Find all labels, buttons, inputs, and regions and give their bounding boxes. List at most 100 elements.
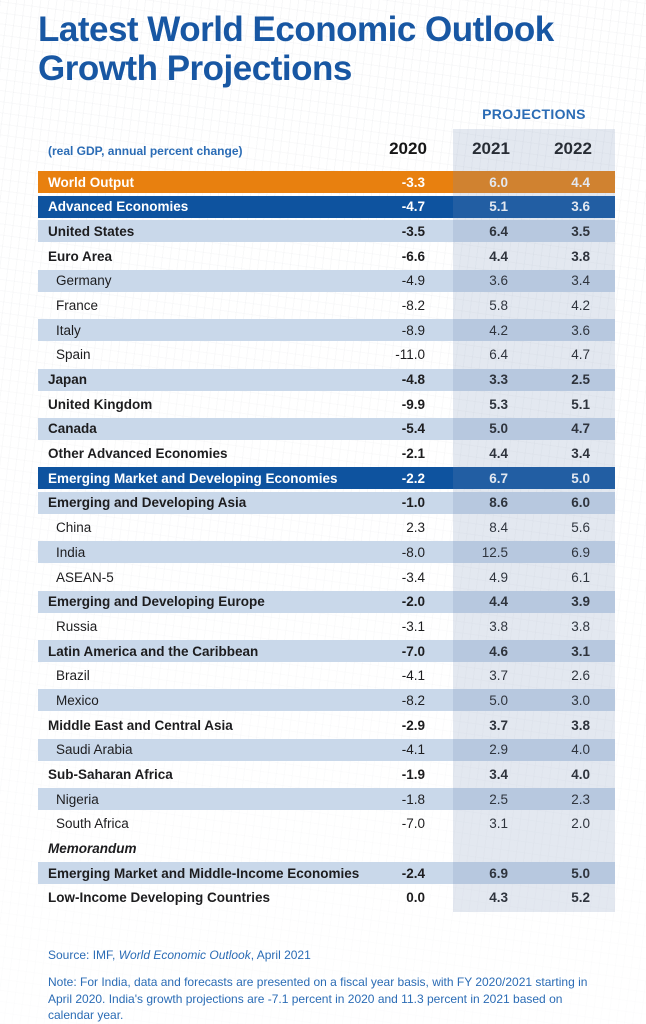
row-label: China <box>56 520 92 536</box>
row-value-2022: 6.1 <box>571 569 590 585</box>
row-label: United Kingdom <box>48 396 153 412</box>
row-value-2022: 5.6 <box>571 520 590 536</box>
row-label: Low-Income Developing Countries <box>48 890 271 906</box>
table-row: Mexico -8.2 5.0 3.0 <box>38 689 615 712</box>
row-value-2022: 3.0 <box>571 692 590 708</box>
row-label: Sub-Saharan Africa <box>48 767 173 782</box>
row-label: Nigeria <box>56 791 99 807</box>
row-value-2022: 3.8 <box>571 618 590 634</box>
row-value-2022: 6.9 <box>571 544 590 560</box>
table-row: United States -3.5 6.4 3.5 <box>38 220 615 243</box>
row-value-2022: 2.0 <box>571 816 590 832</box>
row-label: ASEAN-5 <box>56 569 114 585</box>
table-row: South Africa -7.0 3.1 2.0 <box>38 813 615 835</box>
row-value-2022: 3.6 <box>571 322 590 338</box>
table-row: Japan -4.8 3.3 2.5 <box>38 368 615 391</box>
row-label: Emerging and Developing Asia <box>48 495 247 511</box>
row-value-2020: -11.0 <box>395 347 425 363</box>
row-value-2022: 2.5 <box>571 372 590 387</box>
table-row: Saudi Arabia -4.1 2.9 4.0 <box>38 738 615 761</box>
unit-label: (real GDP, annual percent change) <box>48 144 243 158</box>
row-value-2022: 2.3 <box>571 791 590 807</box>
row-label: India <box>56 544 86 560</box>
page-title: Latest World Economic Outlook Growth Pro… <box>38 10 554 88</box>
row-value-2021: 4.4 <box>489 446 508 462</box>
row-label: France <box>56 297 99 313</box>
table-row: China 2.3 8.4 5.6 <box>38 517 615 539</box>
table-row: Brazil -4.1 3.7 2.6 <box>38 665 615 687</box>
row-value-2020: -3.4 <box>401 569 425 585</box>
row-value-2020: -8.2 <box>401 692 425 708</box>
row-value-2020: -8.0 <box>401 544 425 560</box>
row-label: Middle East and Central Asia <box>48 717 233 733</box>
table-row: Germany -4.9 3.6 3.4 <box>38 269 615 292</box>
row-label: Brazil <box>56 668 90 684</box>
row-value-2022: 4.4 <box>571 174 590 190</box>
row-value-2020: -3.1 <box>401 618 425 634</box>
row-value-2021: 6.0 <box>489 174 508 190</box>
table-row: United Kingdom -9.9 5.3 5.1 <box>38 393 615 415</box>
row-value-2022: 3.4 <box>571 446 590 462</box>
table-row: ASEAN-5 -3.4 4.9 6.1 <box>38 566 615 588</box>
row-value-2021: 3.6 <box>489 273 508 289</box>
row-label: Latin America and the Caribbean <box>48 643 259 659</box>
row-value-2022: 6.0 <box>571 495 590 511</box>
table-row: Spain -11.0 6.4 4.7 <box>38 344 615 366</box>
growth-table-body: World Output -3.3 6.0 4.4 Advanced Econo… <box>38 171 615 912</box>
source-suffix: , April 2021 <box>250 948 311 962</box>
row-value-2020: -8.2 <box>401 297 425 313</box>
row-value-2021: 4.6 <box>489 643 508 659</box>
row-value-2020: -5.4 <box>401 421 425 437</box>
row-value-2022: 3.9 <box>571 594 590 610</box>
row-value-2022: 4.7 <box>571 421 590 437</box>
row-value-2022: 5.2 <box>571 890 590 906</box>
footnote: Note: For India, data and forecasts are … <box>48 975 588 1022</box>
row-label: Canada <box>48 421 97 437</box>
row-value-2021: 4.9 <box>489 569 508 585</box>
row-value-2021: 5.0 <box>489 692 508 708</box>
row-value-2020: -1.8 <box>401 791 425 807</box>
table-row: Emerging and Developing Asia -1.0 8.6 6.… <box>38 491 615 514</box>
row-label: Japan <box>48 372 88 387</box>
row-value-2020: -4.8 <box>401 372 425 387</box>
row-value-2020: -2.0 <box>401 594 425 610</box>
table-row: Latin America and the Caribbean -7.0 4.6… <box>38 640 615 663</box>
column-header-2020: 2020 <box>389 139 427 158</box>
row-value-2022: 4.2 <box>571 297 590 313</box>
column-header-2021: 2021 <box>472 139 510 158</box>
row-label: Memorandum <box>48 841 137 857</box>
table-row: Other Advanced Economies -2.1 4.4 3.4 <box>38 443 615 465</box>
row-value-2020: -4.7 <box>401 199 425 215</box>
row-label: Advanced Economies <box>48 199 189 215</box>
row-value-2021: 4.2 <box>489 322 508 338</box>
row-label: Italy <box>56 322 81 338</box>
table-row: World Output -3.3 6.0 4.4 <box>38 171 615 193</box>
row-value-2021: 12.5 <box>481 544 508 560</box>
row-value-2020: -3.3 <box>401 174 425 190</box>
row-value-2020: 2.3 <box>406 520 425 536</box>
row-value-2020: -1.0 <box>401 495 425 511</box>
row-value-2021: 3.7 <box>489 668 508 684</box>
row-label: Emerging Market and Developing Economies <box>48 470 338 486</box>
table-row: Canada -5.4 5.0 4.7 <box>38 417 615 440</box>
row-value-2022: 3.8 <box>571 717 590 733</box>
table-row: Emerging Market and Middle-Income Econom… <box>38 862 615 885</box>
table-row: Russia -3.1 3.8 3.8 <box>38 615 615 637</box>
row-value-2020: -4.9 <box>401 273 425 289</box>
row-value-2021: 3.7 <box>489 717 508 733</box>
row-label: Emerging Market and Middle-Income Econom… <box>48 865 360 881</box>
row-value-2021: 8.6 <box>489 495 508 511</box>
row-label: Russia <box>56 618 98 634</box>
row-value-2020: -2.1 <box>401 446 425 462</box>
table-row: Nigeria -1.8 2.5 2.3 <box>38 788 615 811</box>
row-value-2022: 3.4 <box>571 273 590 289</box>
row-value-2020: -2.4 <box>401 865 425 881</box>
row-value-2021: 3.3 <box>489 372 508 387</box>
row-value-2021: 5.1 <box>489 199 508 215</box>
row-value-2020: 0.0 <box>406 890 425 906</box>
row-value-2021: 5.3 <box>489 396 508 412</box>
row-value-2020: -8.9 <box>401 322 425 338</box>
table-row: Emerging and Developing Europe -2.0 4.4 … <box>38 590 615 613</box>
row-value-2021: 3.4 <box>489 767 508 782</box>
